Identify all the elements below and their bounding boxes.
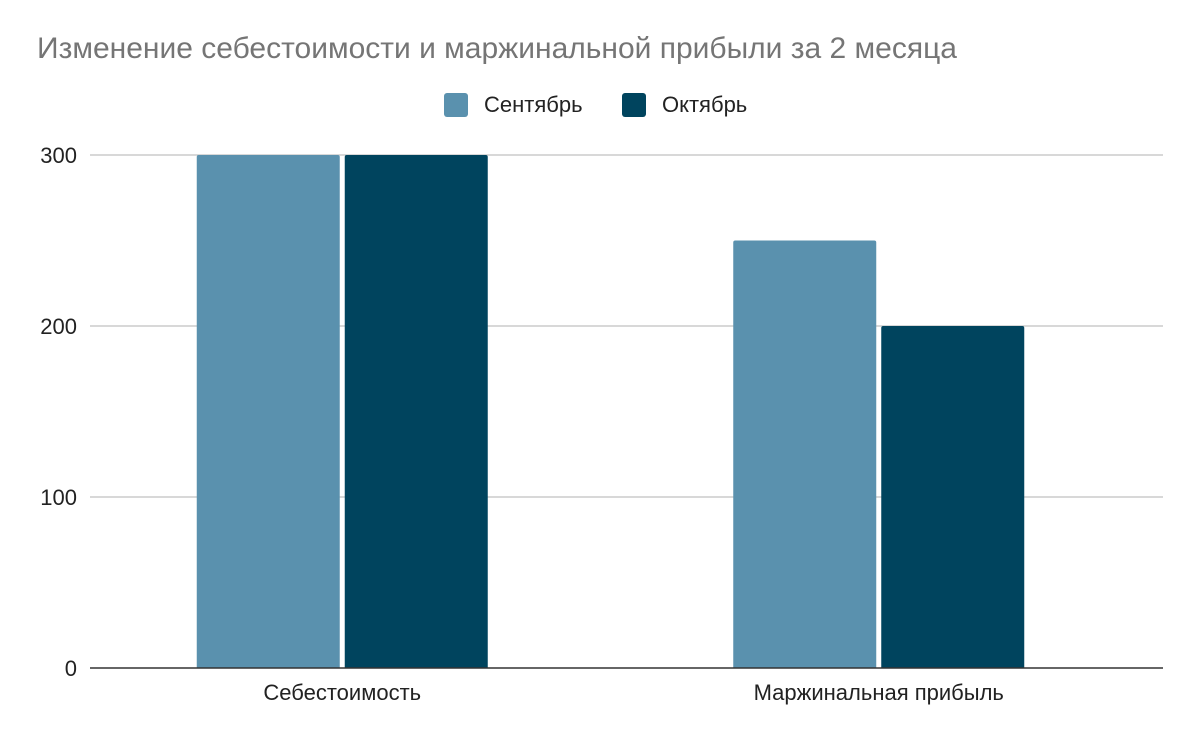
legend-item-september: Сентябрь (444, 88, 583, 122)
bar-september-margin (733, 240, 877, 668)
y-tick-label: 100 (40, 485, 77, 510)
legend: Сентябрь Октябрь (0, 88, 1200, 122)
chart-title: Изменение себестоимости и маржинальной п… (37, 32, 957, 65)
x-tick-label: Маржинальная прибыль (754, 680, 1004, 705)
legend-swatch-october (622, 93, 646, 117)
bar-october-cost (344, 155, 488, 668)
x-tick-label: Себестоимость (263, 680, 421, 705)
y-tick-label: 300 (40, 143, 77, 168)
y-tick-label: 0 (65, 656, 77, 681)
y-tick-label: 200 (40, 314, 77, 339)
legend-swatch-september (444, 93, 468, 117)
legend-label-september: Сентябрь (484, 92, 583, 117)
bar-october-margin (881, 326, 1025, 668)
bar-september-cost (196, 155, 340, 668)
legend-item-october: Октябрь (622, 88, 747, 122)
legend-label-october: Октябрь (662, 92, 748, 117)
